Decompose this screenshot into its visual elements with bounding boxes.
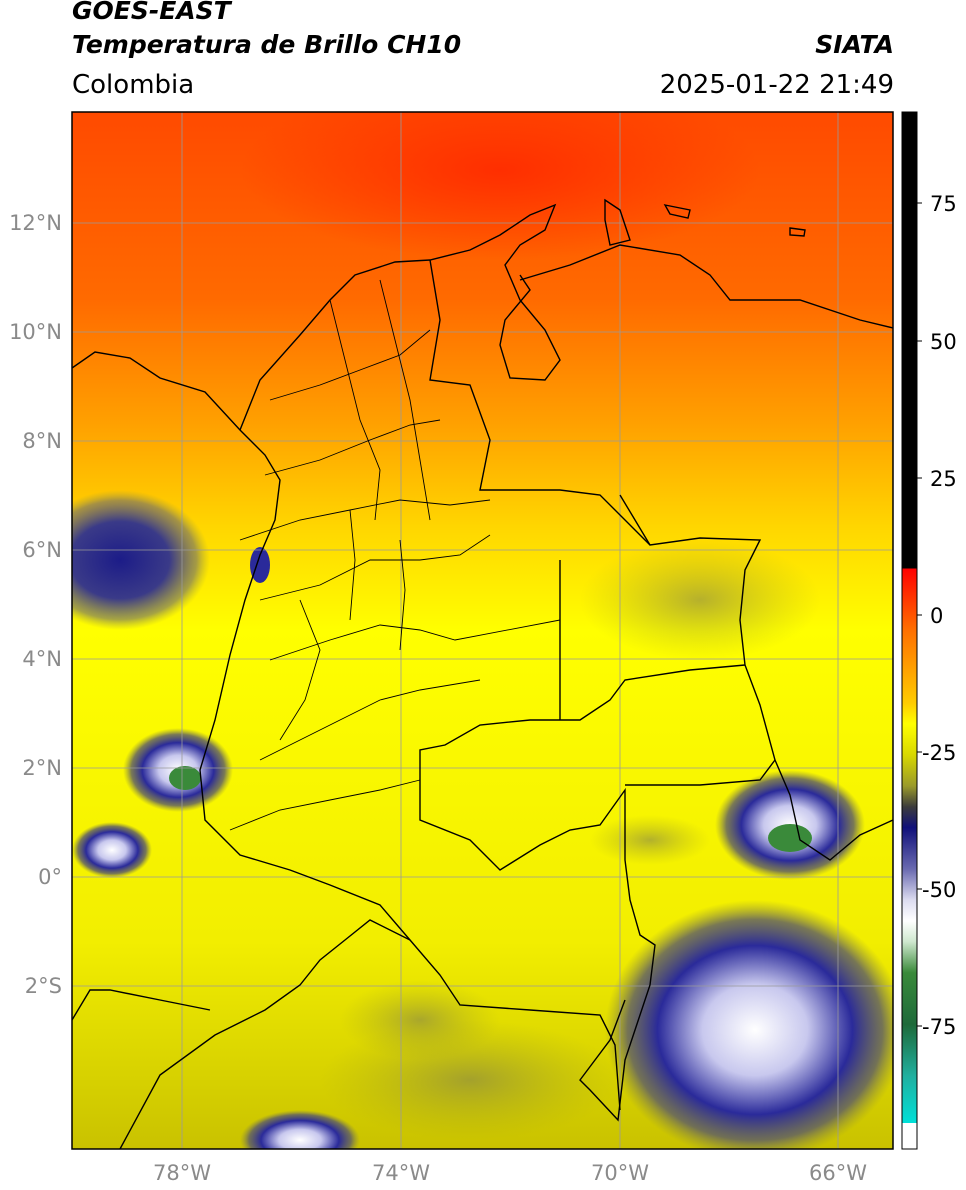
colorbar-tick-label: 25 [930, 467, 957, 491]
brightness-temperature-image [72, 112, 893, 1149]
lat-tick-label: 2°S [25, 974, 62, 998]
lat-tick-label: 0° [38, 865, 62, 889]
department-borders [229, 279, 561, 831]
colorbar-tick-label: -25 [922, 741, 956, 765]
colorbar: 75 50 25 0 -25 -50 -75 [901, 111, 957, 1150]
lon-tick-label: 78°W [153, 1161, 211, 1185]
lat-tick-label: 8°N [22, 429, 62, 453]
satellite-title: GOES-EAST [72, 0, 231, 25]
lat-tick-label: 6°N [22, 538, 62, 562]
product-title: Temperatura de Brillo CH10 [72, 30, 462, 59]
lat-tick-label: 10°N [9, 320, 62, 344]
lat-tick-label: 4°N [22, 647, 62, 671]
lon-tick-label: 66°W [809, 1161, 867, 1185]
region-label: Colombia [72, 70, 195, 100]
lon-tick-label: 70°W [591, 1161, 649, 1185]
brand-label: SIATA [815, 30, 894, 59]
lat-tick-label: 12°N [9, 211, 62, 235]
colorbar-tick-label: 50 [930, 330, 957, 354]
country-borders [72, 198, 893, 1149]
colorbar-tick-label: 0 [930, 604, 943, 628]
lat-axis: 12°N 10°N 8°N 6°N 4°N 2°N 0° 2°S [9, 211, 62, 998]
colorbar-tick-label: 75 [930, 192, 957, 216]
lat-tick-label: 2°N [22, 756, 62, 780]
colorbar-ramp [901, 111, 918, 1150]
map-frame [71, 111, 894, 1150]
colorbar-tick-label: -75 [922, 1015, 956, 1039]
graticule [72, 112, 893, 1149]
colorbar-tick-label: -50 [922, 878, 956, 902]
lon-tick-label: 74°W [372, 1161, 430, 1185]
lon-axis: 78°W 74°W 70°W 66°W [153, 1161, 867, 1185]
timestamp-label: 2025-01-22 21:49 [659, 70, 894, 100]
